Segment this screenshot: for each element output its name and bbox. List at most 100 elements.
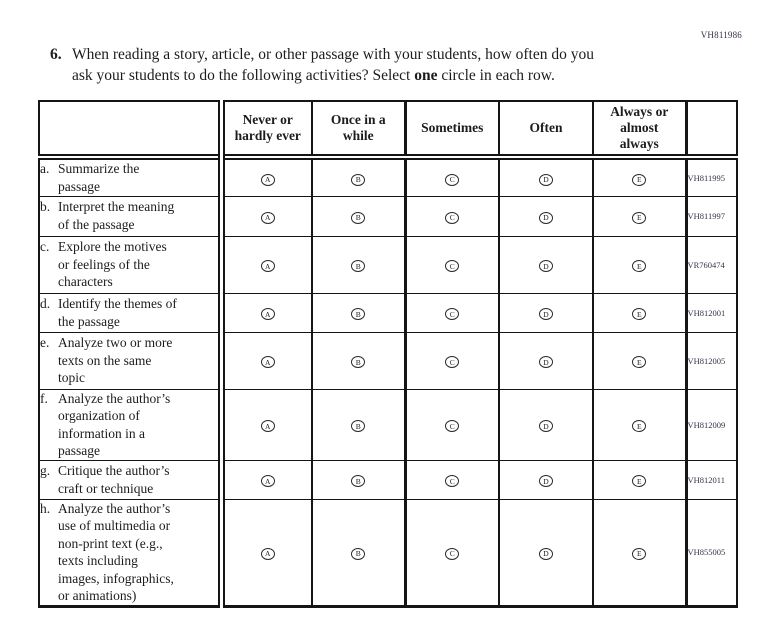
answer-bubble-a[interactable]: A [260, 548, 275, 561]
answer-bubble-c[interactable]: C [445, 308, 460, 321]
answer-bubble-d[interactable]: D [539, 548, 553, 561]
row-code: VH855005 [684, 498, 737, 607]
question-text-part2: circle in each row. [437, 67, 555, 85]
answer-bubble-a[interactable]: A [260, 356, 275, 369]
answer-cell-c-c: C [403, 235, 499, 293]
row-label-text: Analyze the author’s use of multimedia o… [58, 500, 174, 604]
answer-bubble-e[interactable]: E [632, 356, 647, 369]
answer-bubble-b[interactable]: B [351, 308, 366, 321]
answer-bubble-c[interactable]: C [445, 420, 460, 433]
answer-bubble-c[interactable]: C [445, 260, 460, 273]
table-row-h: h. Analyze the author’s use of multimedia… [39, 498, 737, 607]
answer-cell-g-c: C [403, 459, 499, 500]
row-label-flex: f. Analyze the author’s organization of i… [40, 390, 218, 460]
row-letter: b. [40, 199, 51, 215]
answer-bubble-e[interactable]: E [632, 420, 647, 433]
answer-cell-d-a: A [221, 292, 312, 332]
answer-bubble-d[interactable]: D [539, 420, 553, 433]
question: 6. When reading a story, article, or oth… [50, 44, 695, 86]
answer-bubble-d[interactable]: D [539, 356, 553, 369]
row-letter: e. [40, 335, 50, 351]
answer-cell-d-e: E [592, 292, 686, 332]
answer-cell-e-e: E [592, 331, 686, 389]
row-label-flex: h. Analyze the author’s use of multimedia… [40, 500, 218, 605]
answer-bubble-a[interactable]: A [260, 260, 275, 273]
answer-bubble-b[interactable]: B [351, 420, 366, 433]
answer-bubble-c[interactable]: C [445, 548, 460, 561]
answer-cell-h-a: A [221, 498, 312, 607]
answer-cell-a-a: A [221, 156, 312, 196]
row-label-flex: g. Critique the author’s craft or techniq… [40, 462, 218, 497]
table-row-a: a. Summarize the passage A B C D E VH811995 [39, 156, 737, 196]
table-row-b: b. Interpret the meaning of the passage A B… [39, 195, 737, 236]
row-letter: c. [40, 239, 50, 255]
row-label-cell-h: h. Analyze the author’s use of multimedia… [39, 498, 225, 607]
row-letter: f. [40, 390, 48, 406]
answer-bubble-d[interactable]: D [539, 475, 553, 488]
answer-cell-e-b: B [311, 331, 405, 389]
answer-bubble-e[interactable]: E [632, 260, 647, 273]
form-code: VH811986 [700, 30, 742, 40]
answer-bubble-a[interactable]: A [260, 173, 275, 186]
table-row-c: c. Explore the motives or feelings of the… [39, 235, 737, 293]
table-row-d: d. Identify the themes of the passage A B C D… [39, 292, 737, 332]
answer-cell-b-b: B [311, 195, 405, 236]
answer-bubble-c[interactable]: C [445, 475, 460, 488]
answer-bubble-b[interactable]: B [351, 356, 366, 369]
answer-bubble-a[interactable]: A [260, 308, 275, 321]
answer-cell-b-c: C [403, 195, 499, 236]
answer-cell-f-d: D [498, 388, 593, 461]
answer-cell-c-e: E [592, 235, 686, 293]
answer-bubble-b[interactable]: B [351, 173, 366, 186]
answer-bubble-c[interactable]: C [445, 173, 460, 186]
answer-bubble-a[interactable]: A [260, 475, 275, 488]
row-letter: a. [40, 161, 50, 177]
answer-bubble-d[interactable]: D [539, 308, 553, 321]
answer-cell-b-a: A [221, 195, 312, 236]
question-text-part1: When reading a story, article, or other … [72, 46, 594, 85]
row-label-cell-e: e. Analyze two or more texts on the same … [39, 331, 225, 389]
answer-bubble-a[interactable]: A [260, 420, 275, 433]
answer-cell-a-e: E [592, 156, 686, 196]
answer-bubble-d[interactable]: D [539, 260, 553, 273]
answer-cell-e-a: A [221, 331, 312, 389]
answer-bubble-b[interactable]: B [351, 260, 366, 273]
answer-bubble-d[interactable]: D [539, 173, 553, 186]
answer-bubble-a[interactable]: A [260, 211, 275, 224]
answer-bubble-e[interactable]: E [632, 548, 647, 561]
answer-bubble-b[interactable]: B [351, 475, 366, 488]
answer-cell-f-e: E [592, 388, 686, 461]
row-code: VH812001 [684, 292, 737, 332]
answer-bubble-e[interactable]: E [632, 475, 647, 488]
answer-cell-g-d: D [498, 459, 593, 500]
answer-bubble-c[interactable]: C [445, 211, 460, 224]
row-label-cell-a: a. Summarize the passage [39, 156, 225, 196]
column-header-often: Often [498, 101, 593, 160]
row-label-cell-f: f. Analyze the author’s organization of i… [39, 388, 225, 461]
answer-cell-h-b: B [311, 498, 405, 607]
row-label-text: Identify the themes of the passage [58, 295, 177, 329]
row-code: VH811997 [684, 195, 737, 236]
row-label-text: Analyze the author’s organization of inf… [58, 390, 171, 459]
row-code: VR760474 [684, 235, 737, 293]
row-code: VH811995 [684, 156, 737, 196]
answer-bubble-b[interactable]: B [351, 211, 366, 224]
answer-cell-f-c: C [403, 388, 499, 461]
answer-cell-f-a: A [221, 388, 312, 461]
answer-bubble-c[interactable]: C [445, 356, 460, 369]
answer-cell-b-d: D [498, 195, 593, 236]
answer-cell-d-b: B [311, 292, 405, 332]
answer-bubble-e[interactable]: E [632, 308, 647, 321]
answer-bubble-e[interactable]: E [632, 211, 647, 224]
answer-bubble-d[interactable]: D [539, 211, 553, 224]
answer-cell-c-d: D [498, 235, 593, 293]
answer-cell-h-c: C [403, 498, 499, 607]
header-row: Never or hardly ever Once in a while Som… [39, 101, 737, 160]
row-code: VH812009 [684, 388, 737, 461]
table-row-f: f. Analyze the author’s organization of i… [39, 388, 737, 461]
row-label-cell-d: d. Identify the themes of the passage [39, 292, 225, 332]
answer-bubble-b[interactable]: B [351, 548, 366, 561]
row-label-text: Analyze two or more texts on the same to… [58, 335, 173, 386]
answer-bubble-e[interactable]: E [632, 173, 647, 186]
